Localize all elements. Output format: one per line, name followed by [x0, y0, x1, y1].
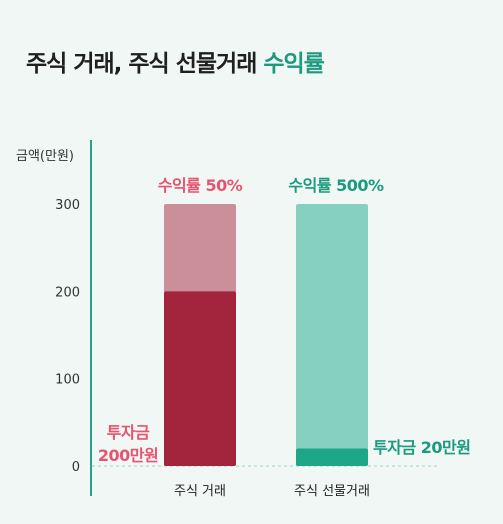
bar-total-futures: [296, 204, 368, 466]
y-tick-label: 100: [55, 373, 80, 388]
bar-invest-futures: [296, 448, 368, 466]
y-tick-label: 300: [55, 198, 80, 213]
y-tick-label: 0: [72, 460, 80, 475]
y-axis-ticks: 0 100 200 300: [55, 198, 80, 475]
category-label-futures: 주식 선물거래: [294, 484, 370, 499]
chart-title: 주식 거래, 주식 선물거래 수익률: [26, 44, 325, 78]
category-label-stock: 주식 거래: [174, 484, 226, 499]
futures-invest-label: 투자금 20만원: [373, 438, 470, 457]
bars: [164, 204, 368, 466]
stock-invest-label-line1: 투자금: [107, 423, 150, 442]
stock-invest-label-line2: 200만원: [98, 446, 158, 465]
chart-title-accent: 수익률: [263, 51, 324, 77]
y-axis-label: 금액(만원): [16, 149, 74, 164]
stock-return-label: 수익률 50%: [158, 176, 243, 195]
futures-return-label: 수익률 500%: [288, 176, 384, 195]
chart-title-main: 주식 거래, 주식 선물거래: [26, 51, 264, 77]
y-tick-label: 200: [55, 285, 80, 300]
bar-invest-stock: [164, 291, 236, 466]
